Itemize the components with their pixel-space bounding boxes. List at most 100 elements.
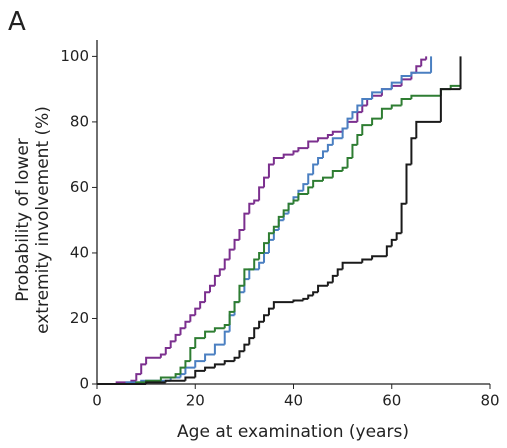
step-segment [312,291,319,296]
step-segment [361,124,373,136]
step-segment [297,192,309,201]
step-segment [361,104,368,113]
step-segment [307,294,314,299]
y-tick-label: 40 [70,243,89,261]
step-segment [267,163,274,178]
step-segment [326,143,333,152]
step-segment [213,343,225,355]
step-segment [351,143,358,158]
step-segment [218,268,225,276]
step-segment [351,111,358,119]
step-segment [253,327,260,339]
y-axis-label: Probability of lower [13,138,33,302]
step-segment [145,381,166,384]
step-segment [179,366,186,375]
step-segment [282,209,289,217]
step-segment [233,238,240,250]
step-segment [400,202,407,234]
step-segment [248,337,255,345]
step-segment [179,327,186,335]
step-segment [292,299,304,303]
step-segment [356,104,363,113]
x-axis-label: Age at examination (years) [177,422,409,442]
step-segment [321,150,328,158]
step-segment [439,88,461,122]
step-segment [336,268,343,276]
step-segment [287,202,294,211]
step-segment [361,258,373,263]
step-segment [380,107,392,119]
step-segment [184,376,196,381]
step-segment [371,91,382,99]
step-segment [184,366,196,375]
step-segment [297,147,309,152]
step-segment [302,297,309,301]
step-segment [356,111,363,122]
step-segment [145,356,161,365]
step-segment [371,255,387,260]
step-segment [238,284,245,303]
step-segment [390,238,397,247]
step-segment [223,330,230,345]
step-segment [292,199,299,204]
step-segment [307,140,319,149]
step-segment [223,324,230,329]
step-segment [317,156,323,165]
step-segment [263,242,269,253]
step-segment [420,58,427,67]
step-segment [385,245,392,257]
y-tick-label: 80 [70,112,89,130]
step-segment [415,65,422,73]
y-axis-label: extremity involvement (%) [33,106,53,334]
y-tick-label: 100 [60,47,89,65]
step-segment [243,212,250,231]
x-tick-label: 0 [92,392,102,410]
x-tick-label: 20 [186,392,205,410]
step-segment [263,251,269,263]
step-segment [317,137,328,142]
x-tick-label: 40 [284,392,303,410]
y-tick-label: 20 [70,309,89,327]
step-segment [258,186,265,201]
step-segment [174,373,181,378]
step-segment [331,274,338,283]
y-tick-label: 60 [70,178,89,196]
step-segment [405,163,412,204]
step-segment [341,127,348,139]
step-segment [390,104,402,109]
step-segment [263,176,269,188]
step-segment [238,350,245,358]
step-segment [277,215,284,227]
step-segment [258,251,265,260]
step-segment [415,120,441,139]
step-segment [204,291,210,303]
step-segment [361,97,373,106]
step-segment [410,71,432,77]
y-tick-label: 0 [79,375,89,393]
step-segment [228,310,235,326]
step-segment [248,202,255,214]
step-segment [390,84,402,90]
step-segment [164,346,171,355]
step-segment [233,301,240,312]
step-segment [331,170,343,178]
step-segment [223,360,235,365]
step-segment [400,97,412,106]
step-segment [194,307,201,316]
step-segment [341,166,348,172]
step-segment [238,229,245,240]
step-segment [449,84,461,90]
step-segment [189,346,196,362]
step-segment [317,284,328,293]
step-segment [272,225,279,234]
step-segment [292,150,299,155]
step-segment [253,199,260,204]
step-segment [248,268,260,280]
step-segment [331,137,343,145]
step-segment [199,301,206,309]
step-segment [174,333,181,342]
step-segment [253,258,260,270]
step-segment [159,376,176,381]
step-segment [258,261,265,270]
step-segment [400,78,412,86]
